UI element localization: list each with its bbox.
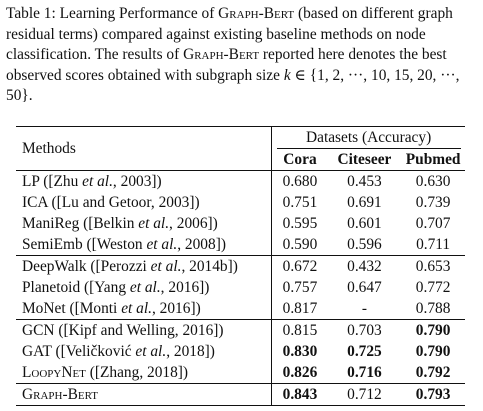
- method-name-text: LoopyNet: [22, 364, 86, 381]
- score-cora: 0.830: [282, 343, 318, 360]
- score-citeseer: 0.596: [347, 236, 382, 253]
- method-name-text: Graph-Bert: [22, 386, 98, 403]
- method-name-text: Planetoid ([Yang: [22, 279, 130, 296]
- table-row: LoopyNet ([Zhang, 2018]) 0.826 0.716 0.792: [16, 362, 465, 384]
- score-citeseer: -: [361, 300, 368, 317]
- score-pubmed: 0.793: [401, 383, 465, 406]
- results-table-wrap: Methods Datasets (Accuracy) Cora Citesee…: [16, 126, 465, 406]
- method-name: DeepWalk ([Perozzi et al., 2014b]): [16, 255, 273, 277]
- caption-part-2: (based on different graph residual terms…: [6, 5, 453, 64]
- method-name-citation: , 2006]): [169, 215, 218, 232]
- method-name-text: LP ([Zhu: [22, 173, 83, 190]
- method-name-citation: , 2016]): [151, 300, 201, 317]
- method-name-citation: , 2003]): [112, 173, 162, 190]
- score-pubmed: 0.790: [401, 319, 465, 341]
- method-name-etal: et al.: [138, 215, 170, 232]
- score-pubmed: 0.790: [415, 343, 451, 360]
- method-name: ManiReg ([Belkin et al., 2006]): [16, 213, 273, 234]
- column-header-citeseer: Citeseer: [337, 151, 392, 168]
- score-cora: 0.817: [282, 300, 318, 317]
- method-name-text: GCN ([Kipf and Welling, 2016]): [22, 322, 224, 339]
- method-name-text: SemiEmb ([Weston: [22, 236, 147, 253]
- method-name-etal: et al.: [146, 236, 178, 253]
- method-name: GCN ([Kipf and Welling, 2016]): [16, 319, 273, 341]
- method-name: LP ([Zhu et al., 2003]): [16, 170, 273, 192]
- results-table: Methods Datasets (Accuracy) Cora Citesee…: [16, 126, 465, 406]
- score-citeseer: 0.647: [347, 279, 382, 296]
- method-name: ICA ([Lu and Getoor, 2003]): [16, 192, 273, 213]
- caption-model-name: Graph-Bert: [218, 5, 295, 22]
- score-cora: 0.826: [282, 364, 318, 381]
- method-name-etal: et al.: [129, 279, 161, 296]
- method-name-citation: , 2016]): [160, 279, 210, 296]
- table-row: LP ([Zhu et al., 2003]) 0.680 0.453 0.630: [16, 170, 465, 192]
- method-name-citation: , 2014b]): [181, 258, 238, 275]
- table-row: Graph-Bert 0.843 0.712 0.793: [16, 383, 465, 406]
- score-cora: 0.672: [271, 255, 328, 277]
- score-pubmed: 0.707: [415, 215, 451, 232]
- datasets-header: Datasets (Accuracy): [272, 127, 465, 149]
- method-name-text: MoNet ([Monti: [22, 300, 122, 317]
- table-row: Planetoid ([Yang et al., 2016]) 0.757 0.64…: [16, 277, 465, 298]
- method-name-text: ICA ([Lu and Getoor, 2003]): [22, 194, 200, 211]
- table-row: ManiReg ([Belkin et al., 2006]) 0.595 0.60…: [16, 213, 465, 234]
- method-name: Graph-Bert: [16, 383, 273, 406]
- score-citeseer: 0.432: [327, 255, 402, 277]
- method-name-citation: , 2008]): [177, 236, 226, 253]
- method-name-etal: et al.: [82, 173, 113, 190]
- method-name-text: ManiReg ([Belkin: [22, 215, 139, 232]
- methods-header: Methods: [16, 126, 273, 171]
- score-cora: 0.843: [271, 383, 328, 406]
- table-caption: Table 1: Learning Performance of Graph-B…: [6, 4, 476, 107]
- score-citeseer: 0.691: [347, 194, 382, 211]
- method-name: LoopyNet ([Zhang, 2018]): [16, 362, 273, 384]
- score-pubmed: 0.653: [401, 255, 465, 277]
- method-name-etal: et al.: [121, 300, 152, 317]
- method-name: Planetoid ([Yang et al., 2016]): [16, 277, 273, 298]
- score-pubmed: 0.788: [415, 300, 451, 317]
- method-name-text: DeepWalk ([Perozzi: [22, 258, 151, 275]
- score-pubmed: 0.792: [415, 364, 451, 381]
- method-name: SemiEmb ([Weston et al., 2008]): [16, 234, 273, 256]
- method-name-citation: ([Zhang, 2018]): [85, 364, 189, 381]
- method-name-citation: , 2018]): [166, 343, 215, 360]
- score-citeseer: 0.703: [327, 319, 402, 341]
- method-name: GAT ([Veličković et al., 2018]): [16, 341, 273, 362]
- caption-set: ∈ {1, 2, ···, 10, 15, 20, ···, 50}.: [6, 66, 460, 105]
- score-citeseer: 0.712: [327, 383, 402, 406]
- caption-model-name-2: Graph-Bert: [183, 46, 260, 64]
- results-table-body: LP ([Zhu et al., 2003]) 0.680 0.453 0.630 IC…: [16, 170, 465, 406]
- score-citeseer: 0.725: [347, 343, 382, 360]
- score-pubmed: 0.711: [416, 236, 451, 253]
- table-row: DeepWalk ([Perozzi et al., 2014b]) 0.672 0…: [16, 255, 465, 277]
- table-row: MoNet ([Monti et al., 2016]) 0.817 - 0.788: [16, 298, 465, 320]
- score-pubmed: 0.772: [415, 279, 451, 296]
- method-name: MoNet ([Monti et al., 2016]): [16, 298, 273, 320]
- score-citeseer: 0.453: [327, 170, 402, 192]
- caption-variable: k: [283, 66, 291, 84]
- table-row: GAT ([Veličković et al., 2018]) 0.830 0.72…: [16, 341, 465, 362]
- score-pubmed: 0.739: [415, 194, 451, 211]
- score-cora: 0.595: [282, 215, 318, 232]
- score-cora: 0.751: [282, 194, 318, 211]
- table-row: GCN ([Kipf and Welling, 2016]) 0.815 0.703…: [16, 319, 465, 341]
- score-pubmed: 0.630: [401, 170, 465, 192]
- score-cora: 0.757: [282, 279, 318, 296]
- caption-prefix: Table 1: Learning Performance of: [6, 5, 219, 22]
- score-citeseer: 0.601: [347, 215, 382, 232]
- datasets-header-label: Datasets (Accuracy): [276, 127, 461, 149]
- column-header-cora: Cora: [283, 151, 317, 168]
- score-cora: 0.815: [271, 319, 328, 341]
- caption-part-3: reported here denotes the best observed …: [6, 46, 447, 84]
- method-name-etal: et al.: [135, 343, 167, 360]
- column-header-pubmed: Pubmed: [405, 151, 461, 168]
- method-name-etal: et al.: [150, 258, 182, 275]
- score-citeseer: 0.716: [347, 364, 382, 381]
- score-cora: 0.680: [271, 170, 328, 192]
- method-name-text: GAT ([Veličković: [22, 343, 136, 360]
- table-row: SemiEmb ([Weston et al., 2008]) 0.590 0.59…: [16, 234, 465, 256]
- table-row: ICA ([Lu and Getoor, 2003]) 0.751 0.691 0.7…: [16, 192, 465, 213]
- score-cora: 0.590: [282, 236, 318, 253]
